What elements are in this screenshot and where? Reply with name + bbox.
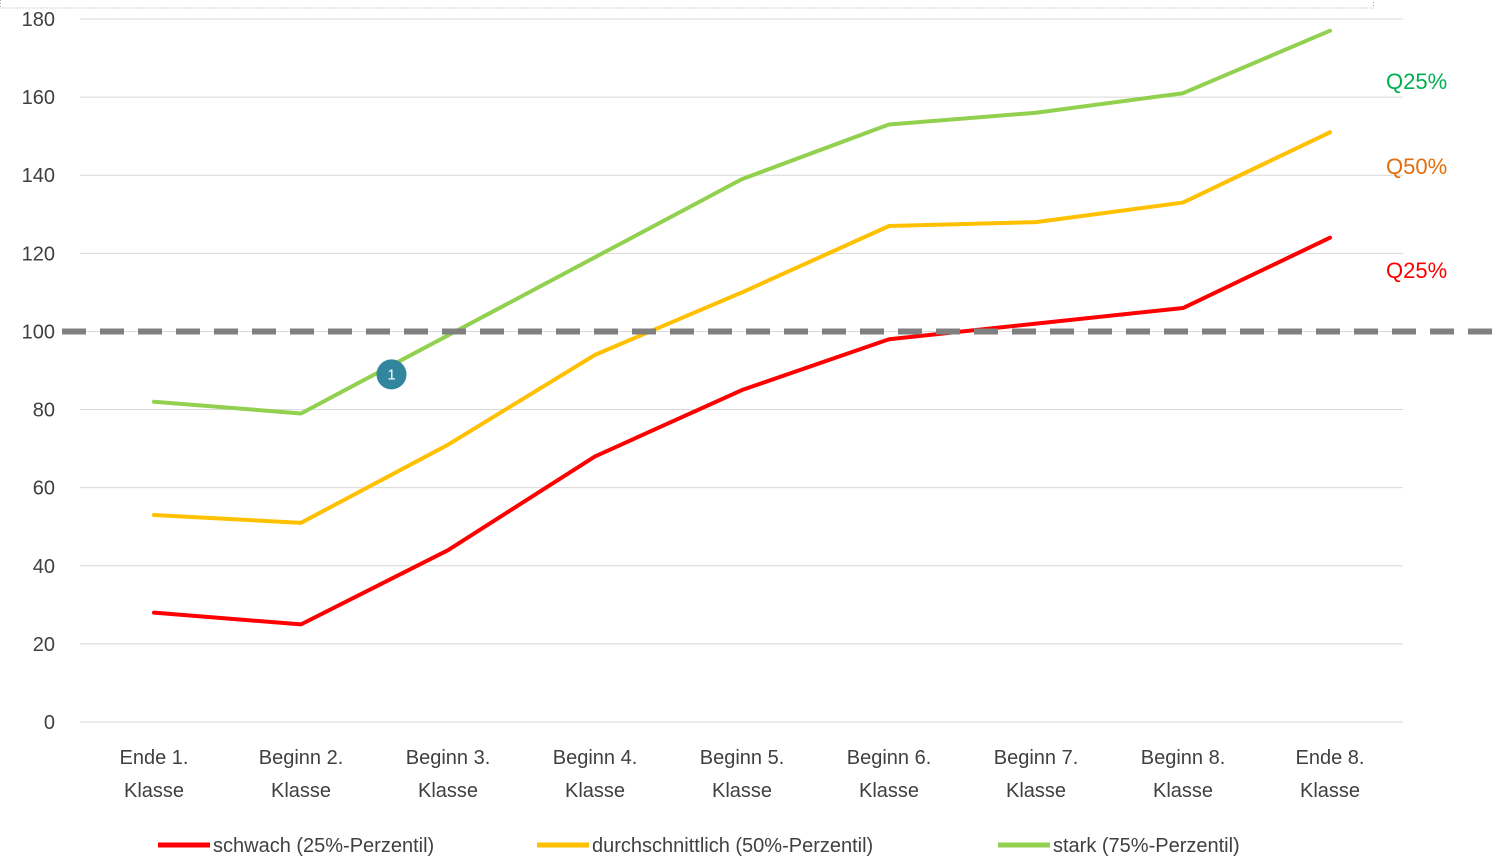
x-category-label: Klasse [1300, 780, 1360, 802]
x-category-label: Klasse [565, 780, 625, 802]
marker-badge [376, 359, 407, 390]
x-category-label: Beginn 2. [259, 747, 344, 769]
y-tick-label: 180 [22, 9, 55, 31]
legend-label: durchschnittlich (50%-Perzentil) [592, 835, 873, 857]
series-annotation: Q50% [1386, 154, 1447, 179]
x-category-label: Beginn 3. [406, 747, 491, 769]
x-category-label: Beginn 6. [847, 747, 932, 769]
x-axis-categories: Ende 1. Klasse Beginn 2. Klasse Beginn 3. Kla… [120, 747, 1365, 802]
x-category-label: Klasse [712, 780, 772, 802]
marker-layer: 1 [376, 359, 407, 390]
x-category-label: Klasse [418, 780, 478, 802]
y-tick-label: 40 [33, 556, 55, 578]
y-axis-ticks: 0 20 40 60 80 100 120 140 160 180 [22, 9, 55, 734]
chart-frame [0, 0, 1374, 9]
x-category-label: Klasse [124, 780, 184, 802]
x-category-label: Ende 1. [120, 747, 189, 769]
x-category-label: Beginn 8. [1141, 747, 1226, 769]
series-line [152, 28, 1332, 416]
y-tick-label: 80 [33, 400, 55, 422]
y-tick-label: 120 [22, 243, 55, 265]
series-lines [152, 28, 1332, 627]
marker-number: 1 [387, 366, 395, 383]
series-annotation: Q25% [1386, 69, 1447, 94]
x-category-label: Beginn 5. [700, 747, 785, 769]
x-category-label: Beginn 7. [994, 747, 1079, 769]
series-line [152, 130, 1332, 525]
y-tick-label: 60 [33, 478, 55, 500]
y-tick-label: 160 [22, 87, 55, 109]
x-category-label: Klasse [271, 780, 331, 802]
legend: schwach (25%-Perzentil) durchschnittlich … [158, 835, 1240, 857]
legend-label: stark (75%-Perzentil) [1053, 835, 1240, 857]
x-category-label: Beginn 4. [553, 747, 638, 769]
series-annotation: Q25% [1386, 258, 1447, 283]
series-line [152, 235, 1332, 627]
x-category-label: Klasse [1153, 780, 1213, 802]
x-category-label: Klasse [1006, 780, 1066, 802]
x-category-label: Klasse [859, 780, 919, 802]
gridlines [80, 18, 1403, 723]
y-tick-label: 140 [22, 165, 55, 187]
annotations: Q25% Q50% Q25% [1386, 69, 1447, 283]
y-tick-label: 0 [44, 712, 55, 734]
x-category-label: Ende 8. [1296, 747, 1365, 769]
y-tick-label: 20 [33, 634, 55, 656]
y-tick-label: 100 [22, 321, 55, 343]
legend-label: schwach (25%-Perzentil) [213, 835, 434, 857]
